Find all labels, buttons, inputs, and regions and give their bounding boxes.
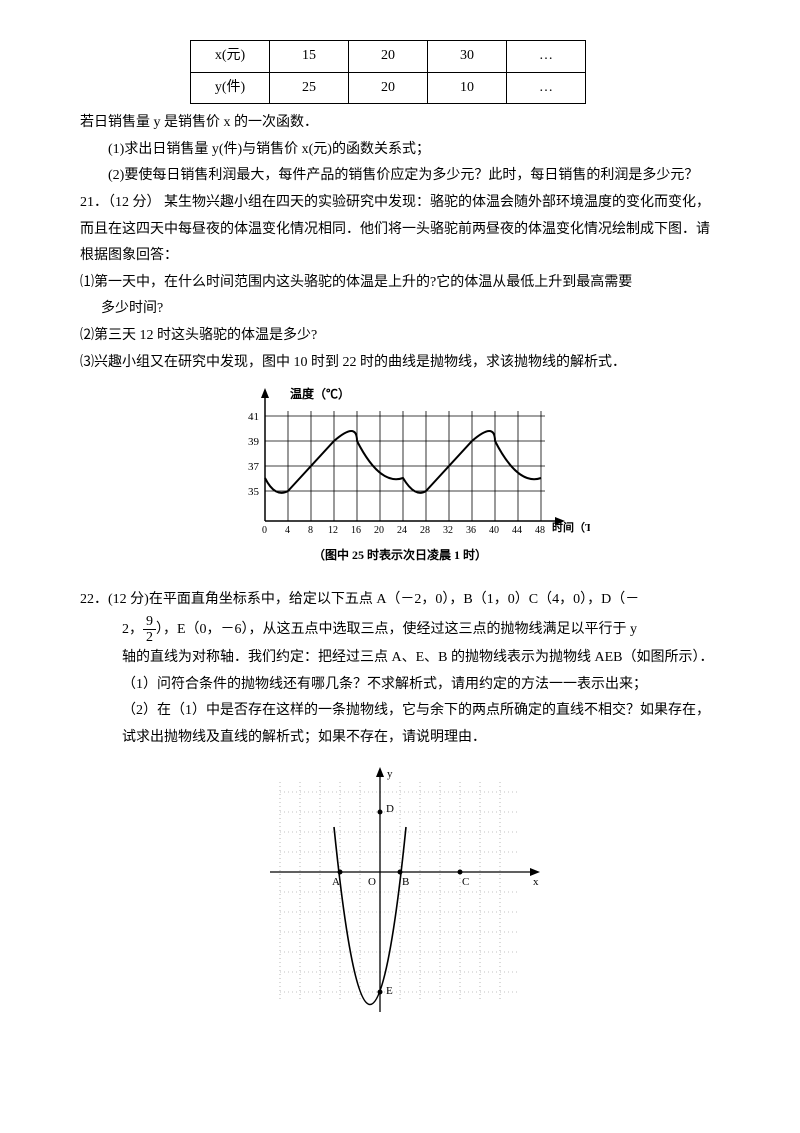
xtick: 20 <box>374 525 384 536</box>
chart-caption: （图中 25 时表示次日凌晨 1 时） <box>80 544 720 567</box>
cell: y(件) <box>191 72 270 104</box>
sales-table: x(元) 15 20 30 … y(件) 25 20 10 … <box>190 40 586 104</box>
xtick: 40 <box>489 525 499 536</box>
cell: 25 <box>270 72 349 104</box>
ytick: 41 <box>248 411 259 423</box>
cell: 15 <box>270 41 349 73</box>
q21-1a: ⑴第一天中，在什么时间范围内这头骆驼的体温是上升的?它的体温从最低上升到最高需要 <box>80 270 720 297</box>
intro-text: 若日销售量 y 是销售价 x 的一次函数． <box>80 110 720 137</box>
pt-E: E <box>386 985 393 997</box>
q22-sub1: （1）问符合条件的抛物线还有哪几条？不求解析式，请用约定的方法一一表示出来； <box>80 672 720 699</box>
xtick: 8 <box>308 525 313 536</box>
ytick: 39 <box>248 436 260 448</box>
cell: … <box>507 72 586 104</box>
q22-line2: 2，92），E（0，－6），从这五点中选取三点，使经过这三点的抛物线满足以平行于… <box>80 614 720 646</box>
xtick: 0 <box>262 525 267 536</box>
x-label: x <box>533 876 539 888</box>
y-label: y <box>387 768 393 780</box>
pt-D: D <box>386 803 394 815</box>
pt-B: B <box>402 876 409 888</box>
cell: 20 <box>349 41 428 73</box>
q21-3: ⑶兴趣小组又在研究中发现，图中 10 时到 22 时的曲线是抛物线，求该抛物线的… <box>80 350 720 377</box>
table-row: x(元) 15 20 30 … <box>191 41 586 73</box>
q21-1b: 多少时间? <box>80 296 720 323</box>
parabola-chart: x y A B C D E O <box>80 762 720 1022</box>
xtick: 28 <box>420 525 430 536</box>
pt-C: C <box>462 876 469 888</box>
xtick: 44 <box>512 525 522 536</box>
table-row: y(件) 25 20 10 … <box>191 72 586 104</box>
cell: 20 <box>349 72 428 104</box>
cell: 10 <box>428 72 507 104</box>
cell: 30 <box>428 41 507 73</box>
pt-O: O <box>368 876 376 888</box>
ytick: 35 <box>248 486 260 498</box>
xtick: 16 <box>351 525 361 536</box>
xtick: 4 <box>285 525 290 536</box>
xtick: 36 <box>466 525 476 536</box>
q21-heading: 21．（12 分） 某生物兴趣小组在四天的实验研究中发现：骆驼的体温会随外部环境… <box>80 190 720 270</box>
xtick: 12 <box>328 525 338 536</box>
xtick: 32 <box>443 525 453 536</box>
ytick: 37 <box>248 461 260 473</box>
q22-line1: 22．(12 分)在平面直角坐标系中，给定以下五点 A（－2，0），B（1，0）… <box>80 587 720 614</box>
q22-line3: 轴的直线为对称轴．我们约定：把经过三点 A、E、B 的抛物线表示为抛物线 AEB… <box>80 645 720 672</box>
temperature-chart: 温度（℃） 41 39 37 35 0 4 8 12 16 20 24 <box>80 386 720 567</box>
question-1: (1)求出日销售量 y(件)与销售价 x(元)的函数关系式； <box>80 137 720 164</box>
q22-sub2: （2）在（1）中是否存在这样的一条抛物线，它与余下的两点所确定的直线不相交？如果… <box>80 698 720 751</box>
y-axis-label: 温度（℃） <box>290 386 350 401</box>
xtick: 48 <box>535 525 545 536</box>
xtick: 24 <box>397 525 407 536</box>
question-2: (2)要使每日销售利润最大，每件产品的销售价应定为多少元？此时，每日销售的利润是… <box>80 163 720 190</box>
cell: … <box>507 41 586 73</box>
x-axis-label: 时间（T） <box>552 520 590 534</box>
q21-2: ⑵第三天 12 时这头骆驼的体温是多少? <box>80 323 720 350</box>
cell: x(元) <box>191 41 270 73</box>
